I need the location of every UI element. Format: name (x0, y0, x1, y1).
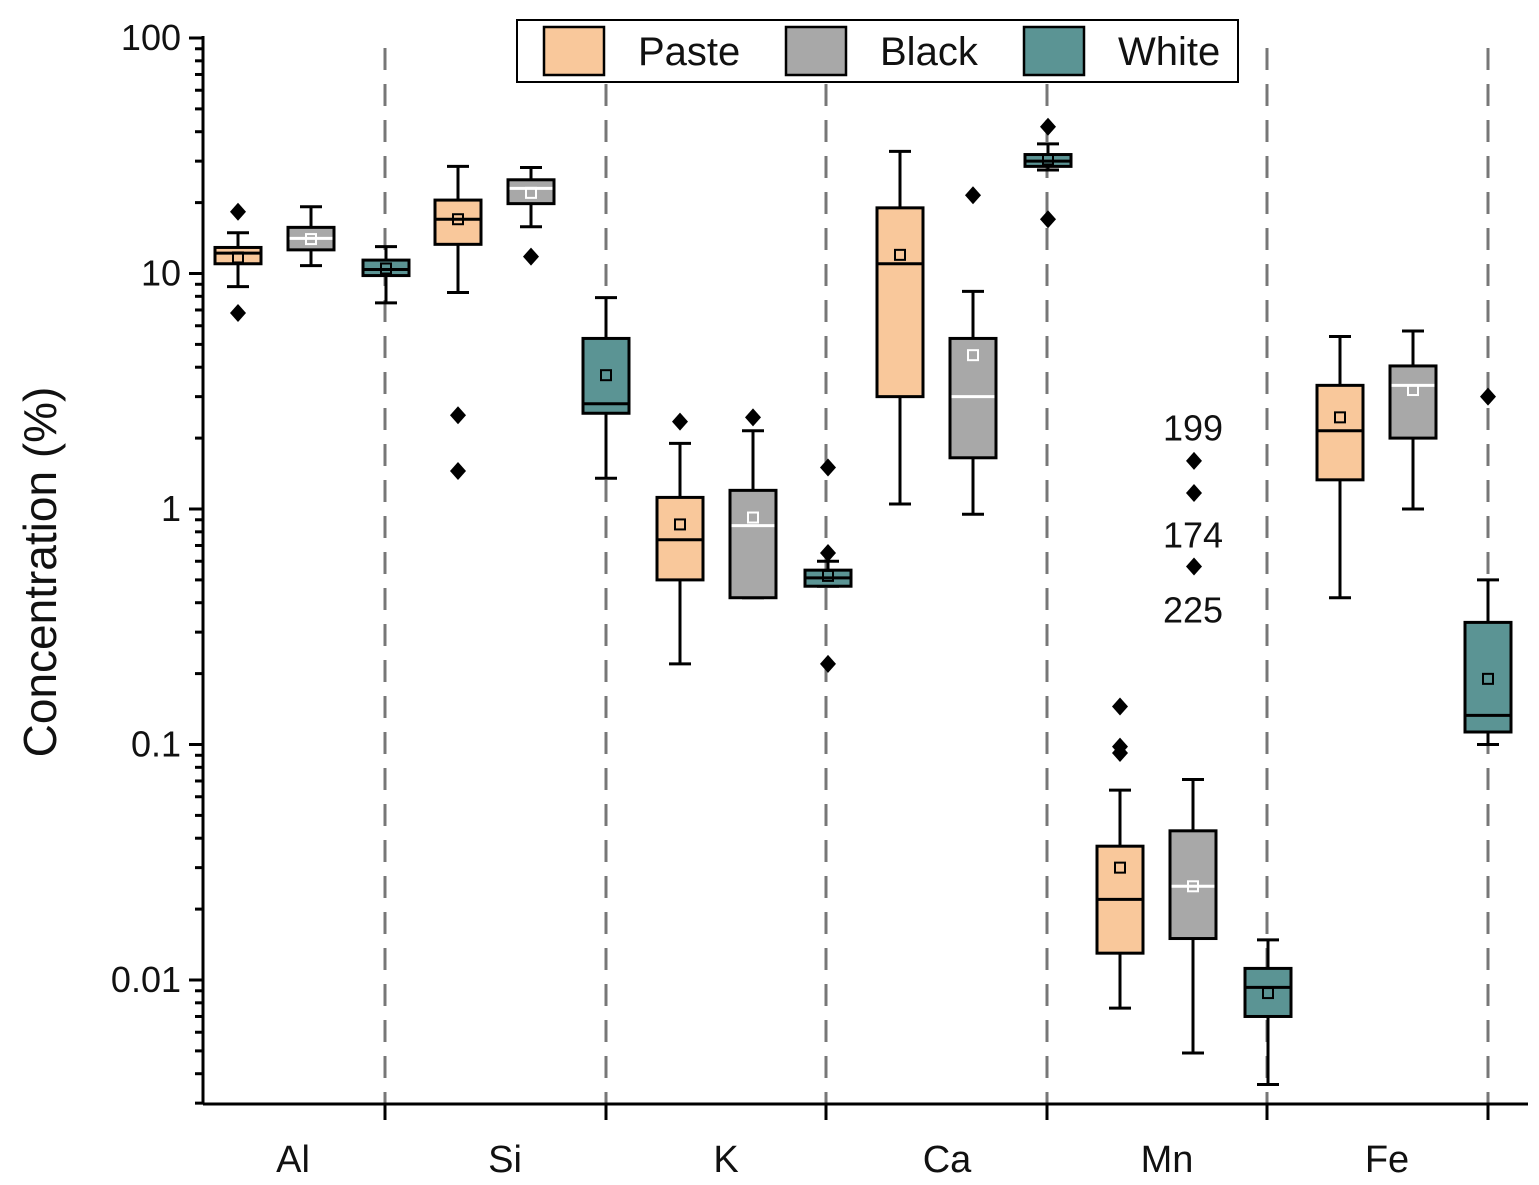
outlier-point (745, 408, 761, 427)
box-iqr (875, 206, 925, 399)
outlier-point (672, 412, 688, 431)
outlier-point (820, 654, 836, 673)
mean-marker (1262, 987, 1274, 1000)
mean-marker (1407, 384, 1419, 397)
box-paste-mn (1095, 697, 1145, 1010)
labeled-point (1186, 557, 1202, 576)
point-id-label: 225 (1163, 590, 1223, 631)
legend-swatch-paste (542, 25, 606, 77)
box-white-fe (1463, 387, 1513, 746)
box-iqr (728, 488, 778, 600)
box-iqr (1388, 364, 1438, 440)
legend-label-black: Black (880, 30, 979, 74)
box-black-k (728, 408, 778, 600)
box-iqr (581, 336, 631, 415)
mean-marker (1042, 153, 1054, 166)
mean-marker (822, 569, 834, 582)
outlier-point (450, 406, 466, 425)
mean-marker (967, 349, 979, 362)
mean-marker (747, 511, 759, 524)
y-axis-label: Concentration (%) (14, 387, 66, 758)
axes: 100 10 1 0.1 0.01 Al Si K Ca Mn Fe (111, 17, 1528, 1181)
outlier-point (230, 303, 246, 322)
box-paste-si (433, 164, 483, 480)
mean-marker (600, 369, 612, 382)
labeled-point (1186, 483, 1202, 502)
mean-marker (1334, 411, 1346, 424)
x-tick-label: Fe (1365, 1139, 1409, 1181)
box-iqr (361, 258, 411, 278)
box-paste-ca (875, 149, 925, 506)
mean-marker (525, 186, 537, 199)
box-paste-al (213, 202, 263, 322)
box-iqr (1243, 966, 1293, 1018)
box-iqr (506, 178, 556, 206)
legend-frame (516, 19, 1239, 83)
outlier-point (1112, 744, 1128, 763)
y-tick-label: 100 (121, 17, 181, 58)
box-iqr (1315, 383, 1365, 482)
mean-marker (1187, 880, 1199, 893)
outlier-point (820, 544, 836, 563)
box-iqr (1463, 620, 1513, 734)
x-tick-label: Si (488, 1139, 522, 1181)
labeled-point (1186, 451, 1202, 470)
mean-marker (232, 251, 244, 264)
outlier-point (450, 461, 466, 480)
box-series (213, 117, 1513, 1086)
y-tick-label: 0.1 (131, 724, 181, 765)
box-white-si (581, 296, 631, 480)
legend: Paste Black White (516, 19, 1239, 83)
mean-marker (674, 518, 686, 531)
box-iqr (213, 245, 263, 266)
box-iqr (433, 198, 483, 246)
box-white-k (803, 458, 853, 673)
category-separators (383, 48, 1490, 1104)
legend-label-white: White (1118, 30, 1220, 74)
mean-marker (452, 213, 464, 226)
legend-swatch-black (784, 25, 848, 77)
mean-marker (380, 262, 392, 275)
box-white-ca (1023, 117, 1073, 229)
x-tick-label: Ca (923, 1139, 972, 1181)
annotations: 199 174 225 (1163, 407, 1223, 630)
box-black-mn (1168, 778, 1218, 1055)
outlier-point (1040, 117, 1056, 136)
outlier-point (230, 202, 246, 221)
outlier-point (523, 247, 539, 266)
box-white-mn (1243, 938, 1293, 1086)
y-tick-label: 1 (161, 488, 181, 529)
mean-marker (1114, 861, 1126, 874)
point-id-label: 199 (1163, 407, 1223, 448)
x-tick-label: Al (276, 1139, 310, 1181)
point-id-label: 174 (1163, 515, 1223, 556)
mean-marker (1482, 672, 1494, 685)
outlier-point (1480, 387, 1496, 406)
box-black-si (506, 165, 556, 266)
box-paste-k (655, 412, 705, 666)
y-tick-label: 0.01 (111, 959, 181, 1000)
box-paste-fe (1315, 335, 1365, 600)
mean-marker (894, 248, 906, 261)
y-tick-label: 10 (141, 253, 181, 294)
box-black-fe (1388, 329, 1438, 511)
box-white-al (361, 245, 411, 305)
x-tick-label: K (713, 1139, 738, 1181)
box-black-al (286, 205, 336, 268)
outlier-point (965, 186, 981, 205)
outlier-point (1040, 210, 1056, 229)
outlier-point (820, 458, 836, 477)
x-tick-label: Mn (1141, 1139, 1194, 1181)
legend-swatch-white (1022, 25, 1086, 77)
box-iqr (1168, 829, 1218, 941)
mean-marker (305, 233, 317, 246)
outlier-point (1112, 697, 1128, 716)
legend-label-paste: Paste (638, 30, 740, 74)
box-black-ca (948, 186, 998, 516)
